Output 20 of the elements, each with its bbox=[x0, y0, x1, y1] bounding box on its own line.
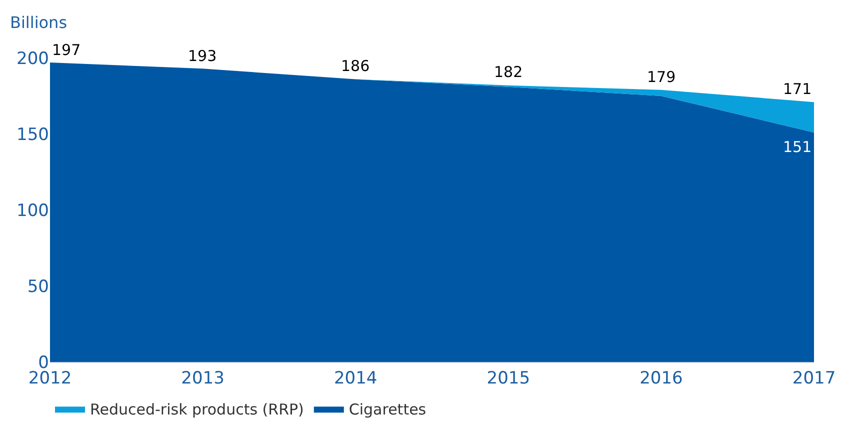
total-label: 186 bbox=[341, 57, 370, 75]
x-tick-label: 2012 bbox=[28, 368, 72, 388]
data-label: 151 bbox=[783, 138, 812, 156]
x-tick-label: 2016 bbox=[640, 368, 683, 388]
total-label: 179 bbox=[647, 68, 676, 86]
x-tick-label: 2014 bbox=[334, 368, 378, 388]
legend-label: Cigarettes bbox=[348, 400, 426, 418]
x-tick-label: 2017 bbox=[792, 368, 836, 388]
total-label: 193 bbox=[188, 47, 217, 65]
total-label: 171 bbox=[783, 80, 812, 98]
y-tick-label: 100 bbox=[16, 200, 49, 221]
legend-label: Reduced-risk products (RRP) bbox=[90, 400, 304, 418]
y-axis-title: Billions bbox=[10, 13, 68, 32]
x-tick-label: 2015 bbox=[486, 368, 530, 388]
total-label: 182 bbox=[494, 63, 523, 81]
y-tick-label: 50 bbox=[27, 276, 49, 297]
x-tick-label: 2013 bbox=[181, 368, 224, 388]
y-tick-label: 150 bbox=[16, 124, 49, 145]
total-label: 197 bbox=[52, 41, 81, 59]
y-tick-label: 200 bbox=[16, 48, 49, 69]
